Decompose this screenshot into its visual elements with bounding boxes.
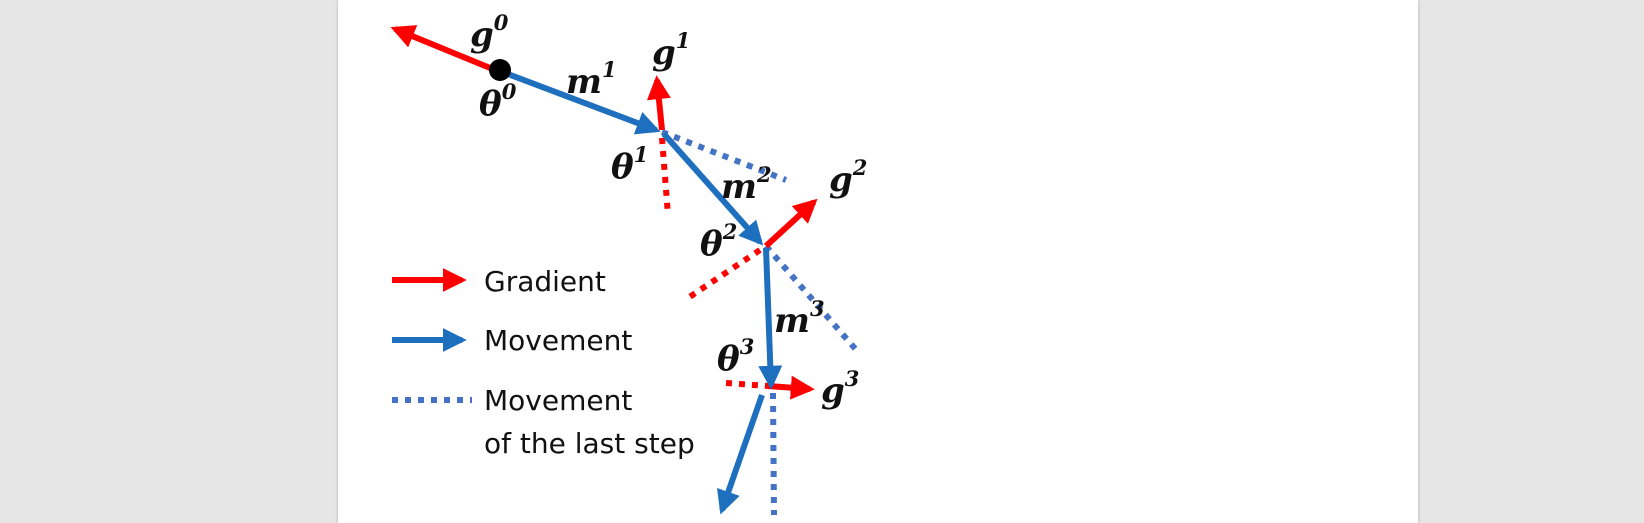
- label-g2: g2: [829, 155, 867, 200]
- movement-arrow-m1: [498, 68, 661, 135]
- prev-gradient-line-2: [686, 247, 762, 301]
- label-theta2: θ2: [700, 219, 737, 264]
- last-step-lines: [660, 129, 861, 516]
- movement-arrow-m3: [758, 247, 783, 390]
- legend-gradient-label: Gradient: [484, 265, 606, 298]
- gradient-arrow-g0: [390, 25, 497, 73]
- gradient-arrow-g3: [767, 375, 815, 400]
- document-page: [338, 0, 1418, 523]
- gradient-arrows: [390, 25, 818, 400]
- legend-movement-label: Movement: [484, 324, 632, 357]
- gradient-arrow-g1: [646, 75, 671, 131]
- legend: Gradient Movement Movement of the last s…: [392, 265, 695, 460]
- label-g1: g1: [652, 28, 690, 73]
- movement-arrow-m4: [716, 394, 765, 515]
- label-m2: m2: [721, 162, 772, 207]
- legend-last-step-label-line1: Movement: [484, 384, 632, 417]
- prev-gradient-line-1: [659, 137, 671, 216]
- theta0-point: [489, 59, 511, 81]
- previous-gradient-lines: [659, 137, 769, 389]
- label-theta1: θ1: [611, 142, 648, 187]
- gradient-arrow-g2: [763, 198, 818, 249]
- prev-gradient-line-3: [725, 380, 769, 389]
- label-g3: g3: [821, 366, 859, 411]
- label-theta3: θ3: [717, 334, 754, 379]
- movement-arrows: [498, 68, 783, 515]
- last-step-line-2: [763, 244, 861, 354]
- label-theta0: θ0: [479, 79, 517, 124]
- label-m1: m1: [566, 57, 617, 102]
- last-step-line-1: [660, 129, 788, 183]
- label-m3: m3: [774, 296, 825, 341]
- label-g0: g0: [470, 10, 509, 55]
- legend-last-step-label-line2: of the last step: [484, 427, 695, 460]
- last-step-line-3: [770, 392, 777, 516]
- movement-arrow-m2: [661, 132, 764, 246]
